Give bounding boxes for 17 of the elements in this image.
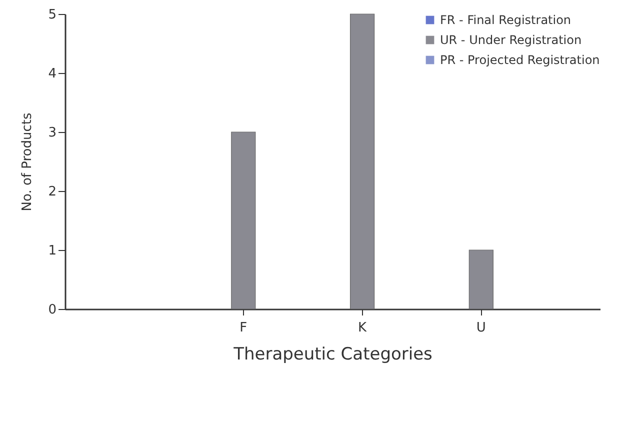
x-tick-label: F [240, 320, 248, 336]
bar [350, 14, 375, 310]
y-tick-label: 3 [48, 126, 56, 140]
x-axis-title: Therapeutic Categories [232, 344, 433, 364]
bar [468, 250, 494, 310]
x-tick-label: K [358, 320, 368, 336]
legend-label: UR - Under Registration [440, 33, 582, 47]
y-axis-title: No. of Products [20, 112, 36, 212]
x-tick-label: U [476, 320, 486, 336]
y-tick-label: 1 [48, 244, 56, 258]
legend-label: PR - Projected Registration [440, 53, 600, 67]
y-tick-label: 0 [48, 302, 56, 318]
legend-label: FR - Final Registration [440, 13, 572, 27]
bar [231, 132, 256, 310]
y-tick-label: 2 [48, 184, 56, 200]
y-tick-label: 5 [48, 8, 56, 22]
y-tick-label: 4 [48, 66, 56, 82]
